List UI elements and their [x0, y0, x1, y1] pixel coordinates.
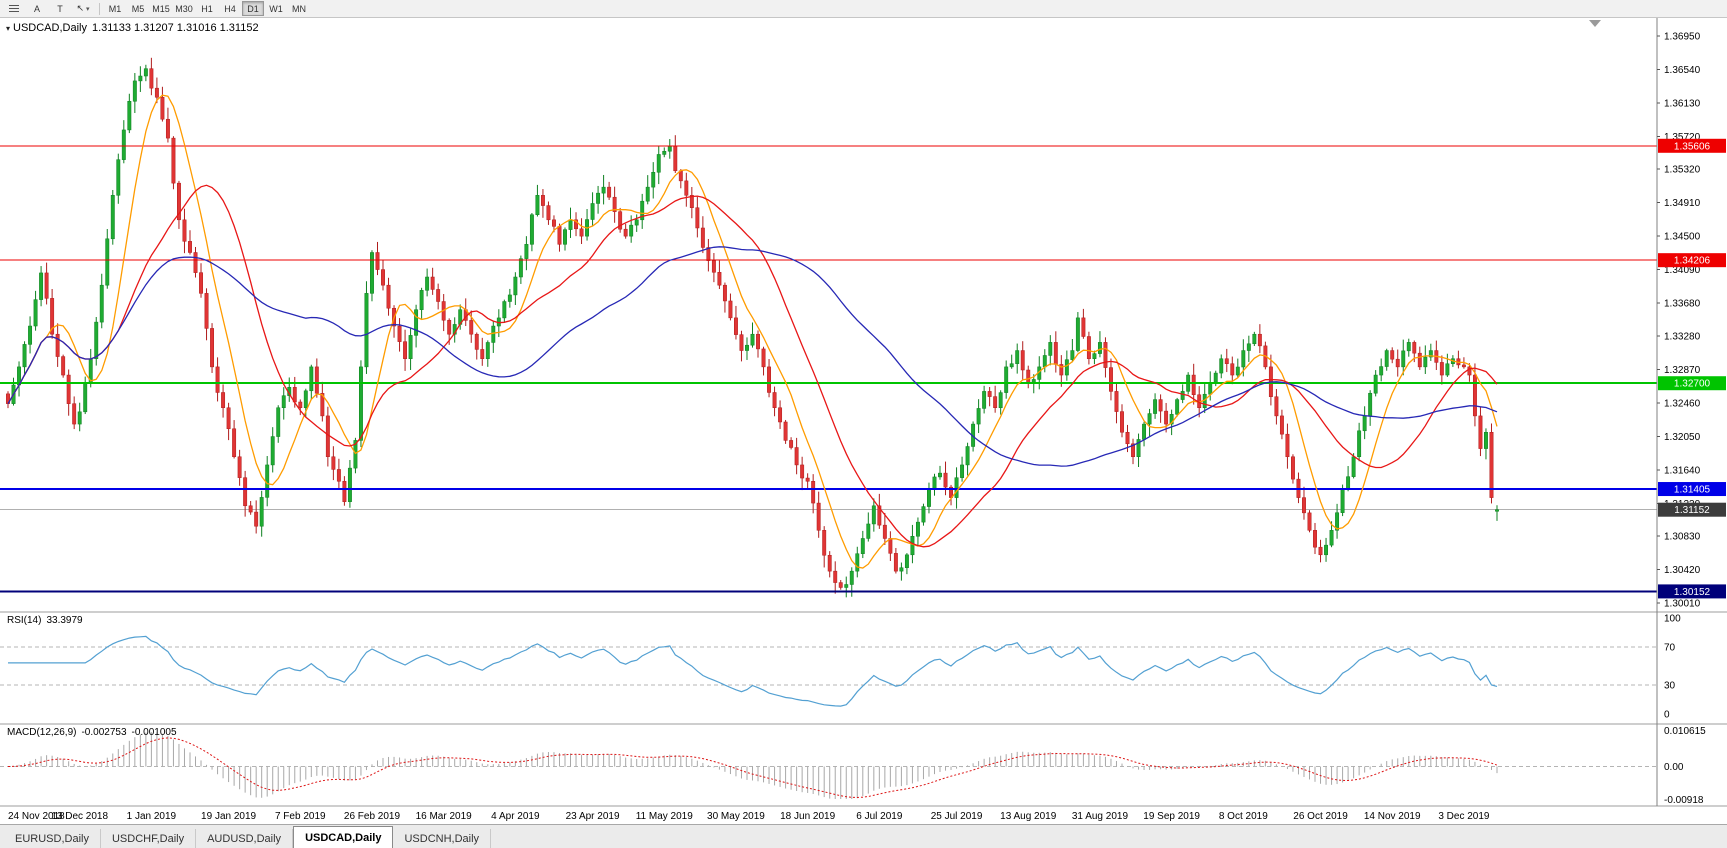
- timeframe-m30-button[interactable]: M30: [175, 3, 193, 14]
- tab-usdchf-daily[interactable]: USDCHF,Daily: [101, 829, 197, 848]
- svg-text:70: 70: [1664, 642, 1676, 653]
- svg-text:19 Sep 2019: 19 Sep 2019: [1143, 811, 1200, 822]
- svg-text:13 Dec 2018: 13 Dec 2018: [51, 811, 108, 822]
- svg-text:1.34090: 1.34090: [1664, 265, 1701, 276]
- pane-separators: [0, 18, 1727, 807]
- svg-text:1.32700: 1.32700: [1674, 379, 1711, 390]
- macd-pane: 0.010615 0.00 -0.00918: [0, 726, 1706, 806]
- svg-text:6 Jul 2019: 6 Jul 2019: [856, 811, 903, 822]
- svg-text:1.31640: 1.31640: [1664, 465, 1701, 476]
- ma-fast-line: [7, 94, 1498, 569]
- rsi-pane: 100 70 30 0: [0, 614, 1681, 721]
- svg-text:1.35720: 1.35720: [1664, 132, 1701, 143]
- svg-text:7 Feb 2019: 7 Feb 2019: [275, 811, 326, 822]
- timeframe-m5-button[interactable]: M5: [131, 3, 145, 14]
- tab-eurusd-daily[interactable]: EURUSD,Daily: [4, 829, 101, 848]
- ma-slow-line: [7, 246, 1498, 467]
- svg-text:100: 100: [1664, 614, 1681, 625]
- svg-text:16 Mar 2019: 16 Mar 2019: [416, 811, 473, 822]
- svg-text:8 Oct 2019: 8 Oct 2019: [1219, 811, 1268, 822]
- macd-signal-line: [7, 737, 1498, 799]
- svg-text:-0.00918: -0.00918: [1664, 795, 1704, 806]
- timeframe-m1-button[interactable]: M1: [108, 3, 122, 14]
- svg-text:11 May 2019: 11 May 2019: [636, 811, 694, 822]
- svg-text:4 Apr 2019: 4 Apr 2019: [491, 811, 540, 822]
- timeframe-m15-button[interactable]: M15: [152, 3, 170, 14]
- svg-text:26 Oct 2019: 26 Oct 2019: [1293, 811, 1348, 822]
- svg-text:1.34910: 1.34910: [1664, 198, 1701, 209]
- horizontal-level-lines[interactable]: [0, 145, 1657, 593]
- svg-text:1.32460: 1.32460: [1664, 398, 1701, 409]
- svg-text:1.32870: 1.32870: [1664, 365, 1701, 376]
- tab-audusd-daily[interactable]: AUDUSD,Daily: [196, 829, 294, 848]
- svg-text:19 Jan 2019: 19 Jan 2019: [201, 811, 256, 822]
- svg-text:30 May 2019: 30 May 2019: [707, 811, 765, 822]
- chevron-down-icon: ▾: [86, 5, 90, 13]
- svg-text:1.35320: 1.35320: [1664, 165, 1701, 176]
- cursor-icon: ↖: [76, 3, 85, 13]
- svg-text:30: 30: [1664, 681, 1676, 692]
- svg-text:31 Aug 2019: 31 Aug 2019: [1072, 811, 1129, 822]
- svg-text:24 Nov 2018: 24 Nov 2018: [8, 811, 65, 822]
- svg-text:1.33680: 1.33680: [1664, 299, 1701, 310]
- svg-text:1.35606: 1.35606: [1674, 141, 1711, 152]
- svg-text:26 Feb 2019: 26 Feb 2019: [344, 811, 401, 822]
- svg-text:13 Aug 2019: 13 Aug 2019: [1000, 811, 1057, 822]
- svg-text:1.30420: 1.30420: [1664, 565, 1701, 576]
- svg-text:23 Apr 2019: 23 Apr 2019: [566, 811, 620, 822]
- rsi-line: [8, 635, 1498, 707]
- svg-text:1.36130: 1.36130: [1664, 98, 1701, 109]
- chart-window[interactable]: 1.36950 1.36540 1.36130 1.35720 1.35320 1.349…: [0, 18, 1727, 824]
- macd-histogram: [13, 732, 1498, 799]
- tab-usdcad-daily[interactable]: USDCAD,Daily: [293, 826, 394, 848]
- svg-text:1.31405: 1.31405: [1674, 485, 1711, 496]
- svg-text:25 Jul 2019: 25 Jul 2019: [931, 811, 983, 822]
- toolbar-separator: [99, 2, 100, 15]
- chart-shift-marker: [1589, 20, 1601, 27]
- svg-text:1.30152: 1.30152: [1674, 587, 1711, 598]
- timeframe-mn-button[interactable]: MN: [292, 3, 306, 14]
- svg-text:1.34206: 1.34206: [1674, 256, 1711, 267]
- svg-text:1.36950: 1.36950: [1664, 31, 1701, 42]
- arrow-tool-button[interactable]: A: [33, 3, 40, 14]
- svg-text:1.30830: 1.30830: [1664, 532, 1701, 543]
- svg-text:1 Jan 2019: 1 Jan 2019: [127, 811, 177, 822]
- svg-text:1.36540: 1.36540: [1664, 65, 1701, 76]
- svg-text:1.31152: 1.31152: [1674, 505, 1710, 516]
- cursor-tool-button[interactable]: ↖ ▾: [72, 1, 94, 16]
- symbol-tab-bar: EURUSD,Daily USDCHF,Daily AUDUSD,Daily USDC…: [0, 824, 1727, 848]
- timeframe-w1-button[interactable]: W1: [269, 3, 283, 14]
- svg-text:0: 0: [1664, 710, 1670, 721]
- timeframe-h1-button[interactable]: H1: [201, 3, 213, 14]
- svg-text:3 Dec 2019: 3 Dec 2019: [1438, 811, 1490, 822]
- timeframe-d1-button[interactable]: D1: [242, 1, 264, 16]
- text-tool-button[interactable]: T: [57, 3, 63, 14]
- timeframe-h4-button[interactable]: H4: [224, 3, 236, 14]
- tab-usdcnh-daily[interactable]: USDCNH,Daily: [393, 829, 492, 848]
- svg-text:1.30010: 1.30010: [1664, 599, 1701, 610]
- svg-text:18 Jun 2019: 18 Jun 2019: [780, 811, 835, 822]
- charts-list-button[interactable]: [3, 1, 25, 16]
- svg-text:14 Nov 2019: 14 Nov 2019: [1364, 811, 1421, 822]
- svg-text:1.34500: 1.34500: [1664, 232, 1701, 243]
- price-badges: 1.35606 1.34206 1.32700 1.31405 1.30152 1.311…: [1658, 138, 1726, 599]
- timeframe-buttons: M1 M5 M15 M30 H1 H4 D1 W1 MN: [104, 1, 311, 16]
- menu-icon: [9, 3, 19, 14]
- chart-canvas[interactable]: 1.36950 1.36540 1.36130 1.35720 1.35320 1.349…: [0, 18, 1727, 824]
- price-axis: 1.36950 1.36540 1.36130 1.35720 1.35320 1.349…: [1657, 31, 1701, 610]
- svg-text:0.010615: 0.010615: [1664, 726, 1706, 737]
- chart-background: [0, 18, 1727, 824]
- top-toolbar: A T ↖ ▾ M1 M5 M15 M30 H1 H4 D1 W1 MN: [0, 0, 1727, 18]
- svg-text:1.32050: 1.32050: [1664, 432, 1701, 443]
- svg-text:0.00: 0.00: [1664, 762, 1684, 773]
- svg-text:1.33280: 1.33280: [1664, 331, 1701, 342]
- candles-layer: [6, 57, 1499, 598]
